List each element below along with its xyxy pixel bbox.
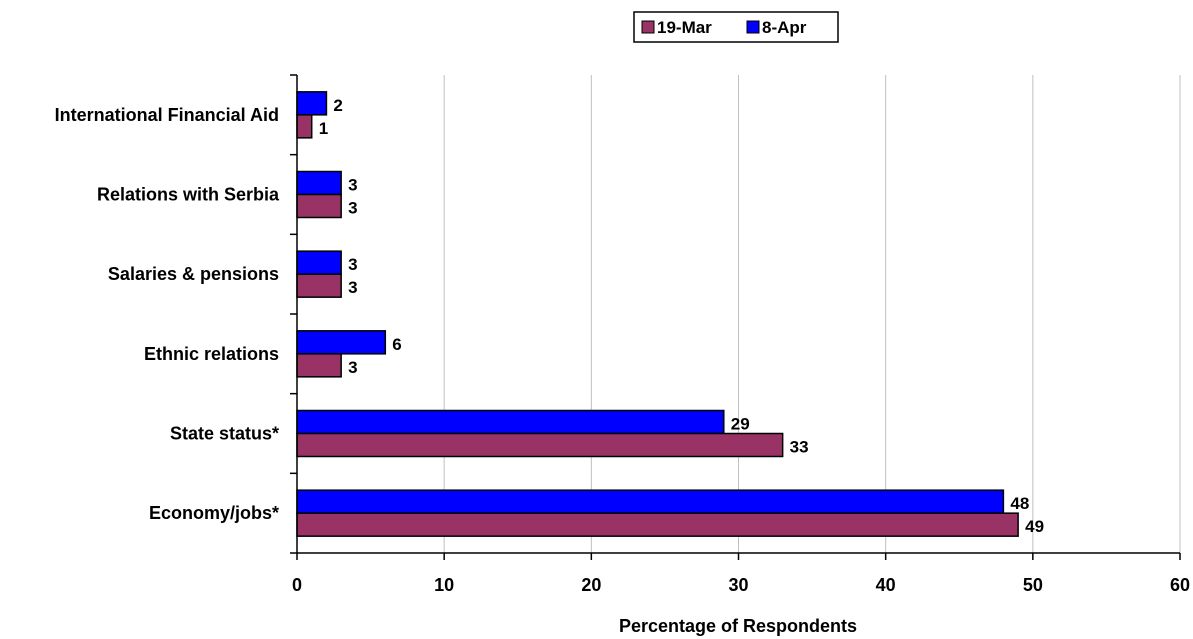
- value-label-8-apr-ethnic-relations: 6: [392, 335, 401, 354]
- value-label-8-apr-economy-jobs: 48: [1010, 494, 1029, 513]
- labels: 0 10 20 30 40 50 60 International Financial Aid…: [55, 96, 1190, 595]
- bar-8-apr-salaries-pensions: [296, 250, 342, 275]
- x-tick-label-60: 60: [1170, 575, 1190, 595]
- category-label-economy-jobs: Economy/jobs*: [149, 503, 279, 523]
- value-label-8-apr-international-financial-aid: 2: [333, 96, 342, 115]
- value-label-19-mar-ethnic-relations: 3: [348, 358, 357, 377]
- x-tick-label-50: 50: [1023, 575, 1043, 595]
- x-tick-label-10: 10: [434, 575, 454, 595]
- x-axis-title: Percentage of Respondents: [619, 616, 857, 636]
- category-label-international-financial-aid: International Financial Aid: [55, 105, 279, 125]
- legend-label-19-mar: 19-Mar: [657, 18, 712, 37]
- bars: [296, 91, 1019, 537]
- bar-8-apr-state-status: [296, 409, 725, 435]
- value-label-8-apr-state-status: 29: [731, 415, 750, 434]
- legend-box: [633, 11, 839, 43]
- value-label-19-mar-salaries-pensions: 3: [348, 278, 357, 297]
- bar-8-apr-relations-with-serbia: [296, 170, 342, 196]
- bar-19-mar-economy-jobs: [296, 512, 1019, 537]
- value-label-19-mar-state-status: 33: [790, 438, 809, 457]
- legend-label-8-apr: 8-Apr: [762, 18, 807, 37]
- category-label-state-status: State status*: [170, 424, 279, 444]
- x-tick-label-0: 0: [292, 575, 302, 595]
- bar-19-mar-relations-with-serbia: [296, 193, 342, 219]
- category-label-relations-with-serbia: Relations with Serbia: [97, 185, 280, 205]
- bar-19-mar-ethnic-relations: [296, 353, 342, 378]
- bar-19-mar-international-financial-aid: [296, 114, 313, 139]
- value-label-19-mar-international-financial-aid: 1: [319, 119, 328, 138]
- value-label-8-apr-salaries-pensions: 3: [348, 255, 357, 274]
- bar-8-apr-ethnic-relations: [296, 330, 387, 355]
- legend: 19-Mar 8-Apr: [633, 11, 839, 43]
- x-tick-label-40: 40: [876, 575, 896, 595]
- value-label-19-mar-economy-jobs: 49: [1025, 517, 1044, 536]
- value-label-19-mar-relations-with-serbia: 3: [348, 199, 357, 218]
- category-label-ethnic-relations: Ethnic relations: [144, 344, 279, 364]
- value-label-8-apr-relations-with-serbia: 3: [348, 176, 357, 195]
- gridlines: [443, 75, 1181, 553]
- legend-swatch-19-mar: [641, 20, 655, 34]
- bar-19-mar-state-status: [296, 432, 784, 458]
- legend-swatch-8-apr: [746, 20, 760, 34]
- bar-19-mar-salaries-pensions: [296, 273, 342, 298]
- x-tick-label-30: 30: [728, 575, 748, 595]
- category-label-salaries-pensions: Salaries & pensions: [108, 264, 279, 284]
- x-tick-label-20: 20: [581, 575, 601, 595]
- bar-8-apr-international-financial-aid: [296, 91, 328, 116]
- bar-8-apr-economy-jobs: [296, 489, 1005, 514]
- axes: [290, 74, 1181, 560]
